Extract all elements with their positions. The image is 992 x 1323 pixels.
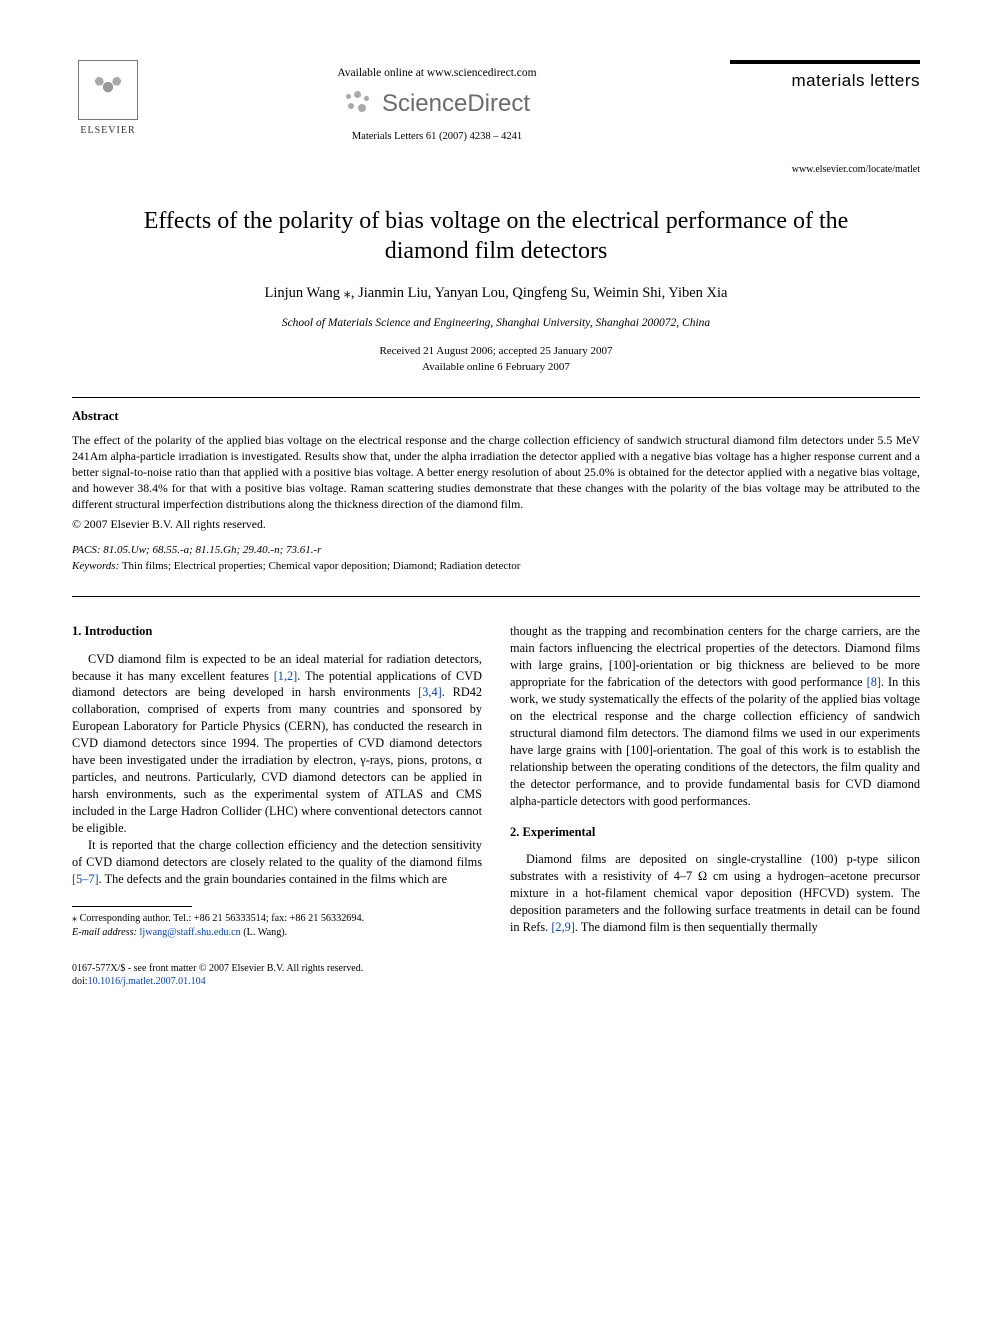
divider-bottom [72,596,920,597]
abstract-text: The effect of the polarity of the applie… [72,433,920,511]
reference-link[interactable]: [5–7] [72,872,99,886]
intro-paragraph-1: CVD diamond film is expected to be an id… [72,651,482,838]
available-online-date: Available online 6 February 2007 [72,360,920,375]
pacs-label: PACS: [72,544,101,556]
reference-link[interactable]: [8] [867,675,881,689]
abstract-body: The effect of the polarity of the applie… [72,433,920,513]
doi-link[interactable]: 10.1016/j.matlet.2007.01.104 [88,976,206,987]
column-left: 1. Introduction CVD diamond film is expe… [72,623,482,939]
platform-name: ScienceDirect [382,88,530,120]
affiliation: School of Materials Science and Engineer… [72,316,920,332]
section-heading-intro: 1. Introduction [72,623,482,640]
text: . The defects and the grain boundaries c… [99,872,447,886]
experimental-paragraph-1: Diamond films are deposited on single-cr… [510,851,920,936]
publisher-name: ELSEVIER [80,124,135,138]
intro-continuation: thought as the trapping and recombinatio… [510,623,920,810]
email-link[interactable]: ljwang@staff.shu.edu.cn [140,927,241,938]
pacs-line: PACS: 81.05.Uw; 68.55.-a; 81.15.Gh; 29.4… [72,543,920,558]
sciencedirect-logo: ScienceDirect [144,88,730,120]
abstract-heading: Abstract [72,408,920,425]
footer-left: 0167-577X/$ - see front matter © 2007 El… [72,962,363,989]
doi-line: doi:10.1016/j.matlet.2007.01.104 [72,975,363,989]
text: thought as the trapping and recombinatio… [510,624,920,689]
front-matter-line: 0167-577X/$ - see front matter © 2007 El… [72,962,363,976]
page-footer: 0167-577X/$ - see front matter © 2007 El… [72,962,920,989]
corresponding-author-footnote: ⁎ Corresponding author. Tel.: +86 21 563… [72,912,482,940]
keywords-label: Keywords: [72,560,119,572]
right-header: materials letters www.elsevier.com/locat… [730,60,920,176]
column-right: thought as the trapping and recombinatio… [510,623,920,939]
article-title: Effects of the polarity of bias voltage … [132,206,860,266]
doi-label: doi: [72,976,88,987]
section-heading-experimental: 2. Experimental [510,824,920,841]
reference-link[interactable]: [1,2] [274,669,298,683]
reference-link[interactable]: [2,9] [551,920,575,934]
sciencedirect-dots-icon [344,91,376,117]
text: It is reported that the charge collectio… [72,838,482,869]
footnote-email-row: E-mail address: ljwang@staff.shu.edu.cn … [72,926,482,940]
received-date: Received 21 August 2006; accepted 25 Jan… [72,344,920,359]
available-online-text: Available online at www.sciencedirect.co… [144,66,730,82]
authors-line: Linjun Wang ⁎, Jianmin Liu, Yanyan Lou, … [72,284,920,304]
footnote-contact: ⁎ Corresponding author. Tel.: +86 21 563… [72,912,482,926]
body-columns: 1. Introduction CVD diamond film is expe… [72,623,920,939]
center-header: Available online at www.sciencedirect.co… [144,60,730,146]
intro-paragraph-2: It is reported that the charge collectio… [72,837,482,888]
email-tail: (L. Wang). [243,927,287,938]
reference-link[interactable]: [3,4] [418,685,442,699]
journal-name: materials letters [730,60,920,93]
page-header: ELSEVIER Available online at www.science… [72,60,920,176]
text: . RD42 collaboration, comprised of exper… [72,685,482,835]
citation-line: Materials Letters 61 (2007) 4238 – 4241 [144,130,730,144]
elsevier-tree-icon [78,60,138,120]
keywords-list: Thin films; Electrical properties; Chemi… [122,560,521,572]
footnote-rule [72,906,192,907]
elsevier-logo: ELSEVIER [72,60,144,144]
text: . The diamond film is then sequentially … [575,920,818,934]
text: . In this work, we study systematically … [510,675,920,808]
journal-url: www.elsevier.com/locate/matlet [730,163,920,177]
pacs-codes: 81.05.Uw; 68.55.-a; 81.15.Gh; 29.40.-n; … [103,544,321,556]
divider-top [72,397,920,398]
email-label: E-mail address: [72,927,137,938]
abstract-copyright: © 2007 Elsevier B.V. All rights reserved… [72,517,920,533]
keywords-line: Keywords: Thin films; Electrical propert… [72,559,920,574]
